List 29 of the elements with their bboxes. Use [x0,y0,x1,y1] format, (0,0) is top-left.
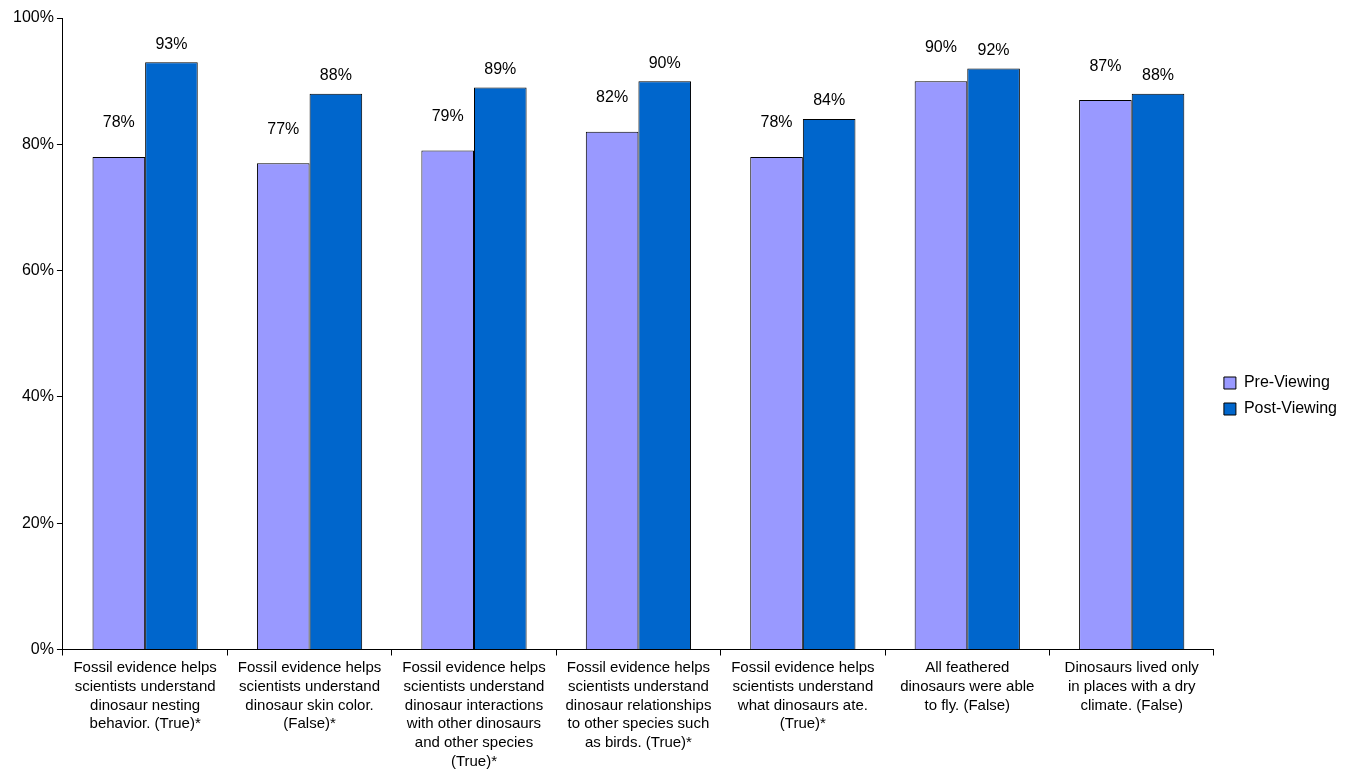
legend-label: Pre-Viewing [1243,373,1330,391]
x-tick-label: Fossil evidence helps scientists understand dinosaur relationships to other species such as birds. (True)* [565,658,712,751]
y-tick-label: 60% [21,261,54,279]
data-label: 78% [102,113,135,131]
data-label: 92% [977,40,1010,58]
y-tick-label: 0% [30,639,54,657]
data-label: 77% [267,119,300,137]
x-tick-label: All feathered dinosaurs were able to fly. (False) [900,658,1035,713]
data-label: 88% [319,66,352,84]
x-tick-label: Dinosaurs lived only in places with a dry climate. (False) [1064,658,1200,713]
data-label: 90% [648,53,681,71]
data-label: 88% [1141,66,1175,84]
data-label: 93% [155,34,188,52]
x-tick-label: Fossil evidence helps scientists understand what dinosaurs ate. (True)* [731,658,875,732]
x-tick-label: Fossil evidence helps scientists understand dinosaur interactions with other dinosaurs and other species (True)* [402,658,546,769]
data-label: 79% [431,107,464,125]
y-tick-label: 40% [21,387,54,405]
data-label: 82% [596,88,629,106]
x-tick-label: Fossil evidence helps scientists understand dinosaur skin color. (False)* [237,658,382,732]
data-label: 89% [484,59,517,77]
data-label: 87% [1089,56,1122,74]
y-tick-label: 100% [13,8,54,26]
data-label: 84% [813,91,846,109]
data-label: 78% [760,113,793,131]
y-tick-label: 80% [21,134,54,152]
x-tick-label: Fossil evidence helps scientists understand dinosaur nesting behavior. (True)* [73,658,217,732]
legend-label: Post-Viewing [1243,399,1338,417]
y-tick-label: 20% [21,513,54,531]
data-label: 90% [924,37,957,55]
